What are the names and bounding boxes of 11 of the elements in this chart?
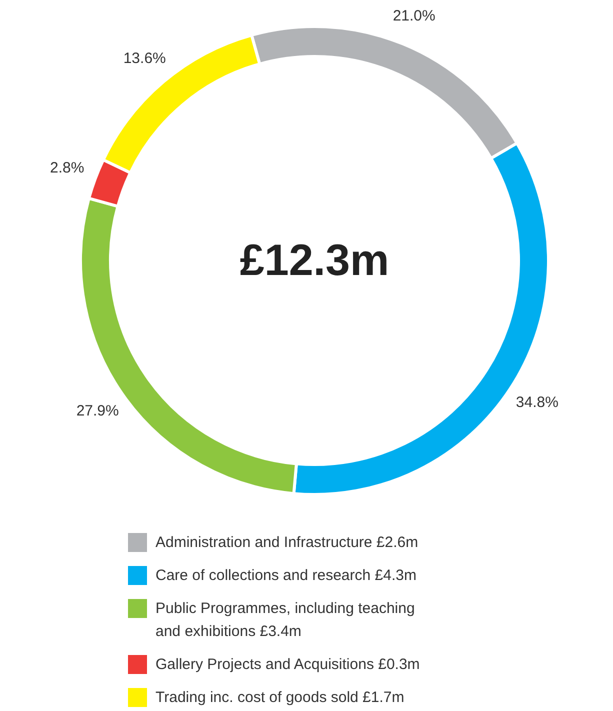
legend-label: Public Programmes, including teaching and exhibitions £3.4m xyxy=(156,600,415,640)
data-label: 21.0% xyxy=(392,8,436,25)
data-label: 34.8% xyxy=(516,394,558,411)
legend-label: Care of collections and research £4.3m xyxy=(156,567,416,584)
data-label: 27.9% xyxy=(76,402,119,420)
legend-label: Trading inc. cost of goods sold £1.7m xyxy=(156,689,404,706)
data-label: 2.8% xyxy=(50,160,84,177)
data-label: 13.6% xyxy=(123,50,166,67)
legend-label: Gallery Projects and Acquisitions £0.3m xyxy=(156,656,420,673)
text: £12.3m xyxy=(240,236,390,285)
legend-label: Administration and Infrastructure £2.6m xyxy=(156,534,418,551)
